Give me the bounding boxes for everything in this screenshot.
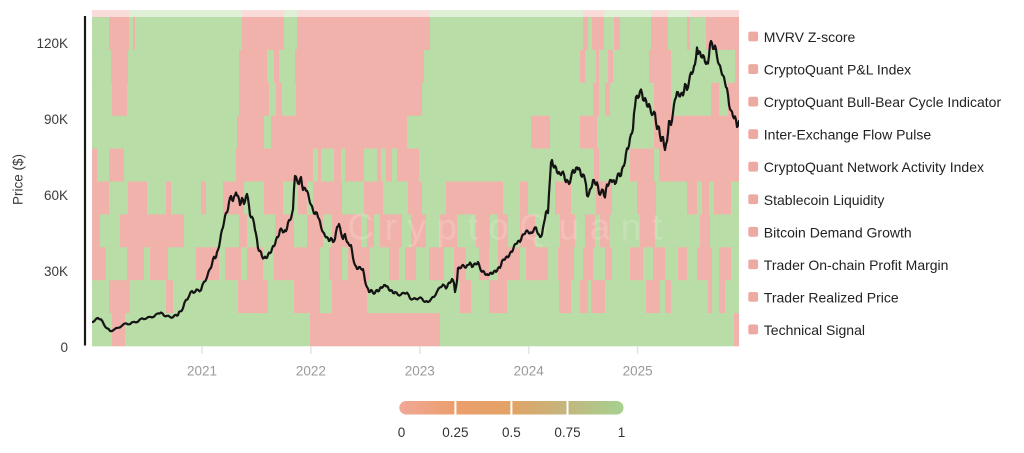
svg-text:CryptoQuant: CryptoQuant — [347, 207, 672, 248]
svg-text:2025: 2025 — [623, 364, 653, 379]
svg-text:Technical Signal: Technical Signal — [764, 322, 865, 338]
svg-text:60K: 60K — [44, 188, 68, 203]
svg-text:Trader On-chain Profit Margin: Trader On-chain Profit Margin — [764, 257, 949, 273]
svg-text:2024: 2024 — [514, 364, 545, 379]
svg-text:1: 1 — [618, 425, 626, 440]
svg-text:Inter-Exchange Flow Pulse: Inter-Exchange Flow Pulse — [764, 127, 932, 143]
svg-text:0.75: 0.75 — [554, 425, 580, 440]
svg-text:0.5: 0.5 — [502, 425, 521, 440]
svg-text:Trader Realized Price: Trader Realized Price — [764, 289, 899, 305]
svg-text:Price ($): Price ($) — [11, 154, 26, 205]
svg-text:2021: 2021 — [187, 364, 217, 379]
svg-text:Stablecoin Liquidity: Stablecoin Liquidity — [764, 192, 885, 208]
svg-text:CryptoQuant Network Activity I: CryptoQuant Network Activity Index — [764, 159, 984, 175]
svg-text:Bitcoin Demand Growth: Bitcoin Demand Growth — [764, 224, 912, 240]
svg-text:90K: 90K — [44, 112, 68, 127]
svg-text:30K: 30K — [44, 264, 68, 279]
svg-text:2023: 2023 — [405, 364, 435, 379]
svg-text:120K: 120K — [36, 36, 68, 51]
svg-text:CryptoQuant Bull-Bear Cycle In: CryptoQuant Bull-Bear Cycle Indicator — [764, 94, 1002, 110]
svg-text:MVRV Z-score: MVRV Z-score — [764, 29, 856, 45]
svg-text:CryptoQuant P&L Index: CryptoQuant P&L Index — [764, 62, 911, 78]
svg-text:0: 0 — [60, 340, 68, 355]
svg-text:2022: 2022 — [296, 364, 326, 379]
svg-text:0.25: 0.25 — [442, 425, 468, 440]
svg-text:0: 0 — [398, 425, 406, 440]
